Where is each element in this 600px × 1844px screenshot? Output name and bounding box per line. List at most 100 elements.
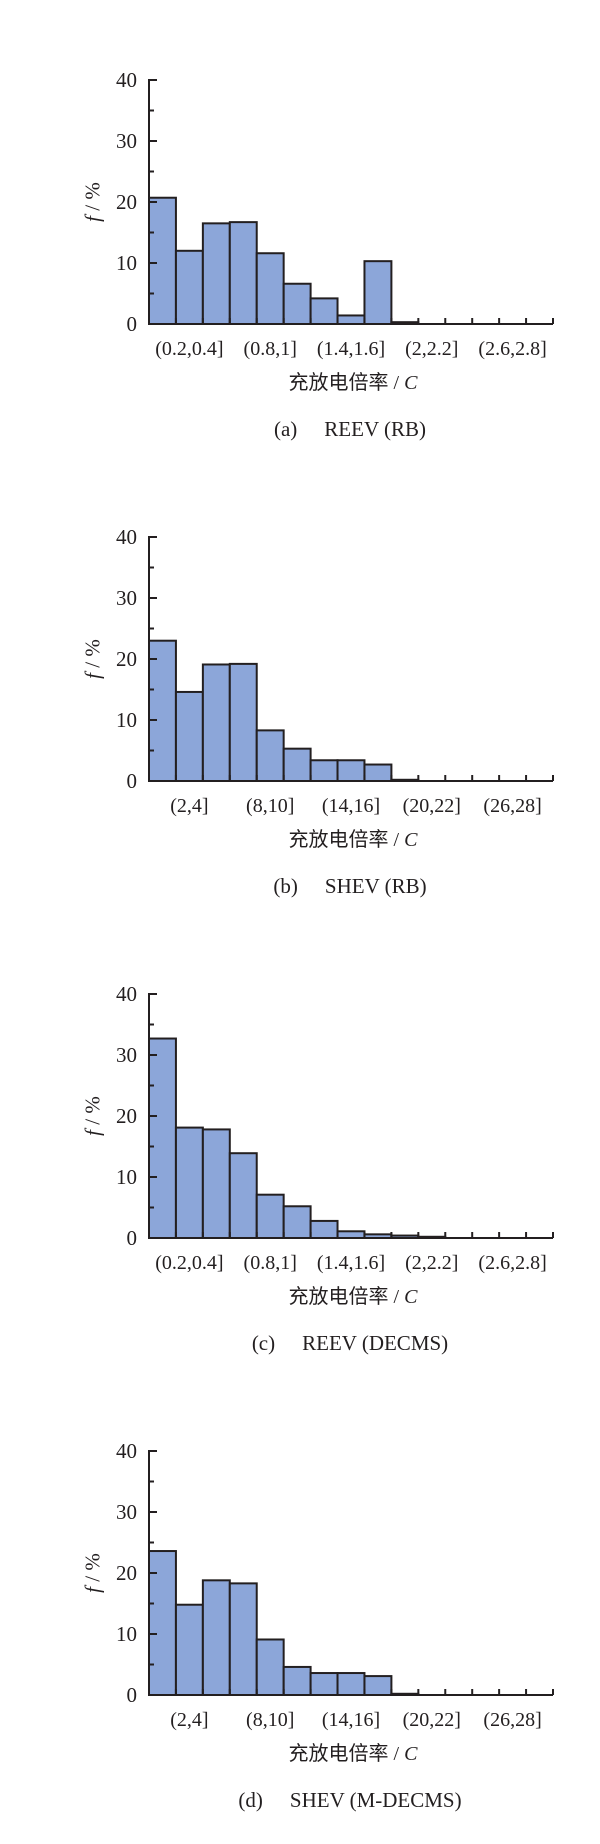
chart-caption-c: (c) REEV (DECMS) — [40, 1331, 600, 1356]
histogram-bar — [255, 252, 285, 326]
histogram-bar — [228, 1582, 258, 1696]
histogram-panel-d: 0 10 20 30 40 (2,4] (8,10] (14,16] (20,22] (26,28… — [40, 1387, 600, 1828]
x-tick-label: (26,28] — [483, 1709, 541, 1731]
y-tick-label: 40 — [116, 1439, 137, 1463]
histogram-panel-c: 0 10 20 30 40 (0.2,0.4] (0.8,1] (1.4,1.6] (2,2.2… — [40, 930, 600, 1371]
histogram-bar — [309, 297, 339, 326]
chart-caption-a: (a) REEV (RB) — [40, 417, 600, 442]
caption-title: SHEV (M-DECMS) — [289, 1788, 462, 1812]
histogram-bar — [363, 763, 393, 782]
histogram-bar — [282, 1205, 312, 1239]
y-tick-label: 10 — [116, 251, 137, 275]
caption-index: (d) — [238, 1788, 263, 1812]
histogram-bar — [336, 1230, 366, 1240]
histogram-bar — [363, 1675, 393, 1696]
histogram-bar — [282, 1665, 312, 1697]
histogram-panel-b: 0 10 20 30 40 (2,4] (8,10] (14,16] (20,22] (26,28… — [40, 473, 600, 914]
y-tick-label: 10 — [116, 1622, 137, 1646]
x-tick-label: (14,16] — [322, 795, 380, 817]
histogram-figure-stack: 0 10 20 30 40 (0.2,0.4] (0.8,1] (1.4,1.6] (2,2.2… — [0, 16, 600, 1828]
x-tick-label: (0.8,1] — [244, 338, 297, 360]
y-axis-title: f / % — [80, 1096, 104, 1136]
x-tick-label: (20,22] — [403, 1709, 461, 1731]
histogram-chart-b: 0 10 20 30 40 (2,4] (8,10] (14,16] (20,22] (26,28… — [80, 525, 554, 851]
y-tick-label: 20 — [116, 190, 137, 214]
x-axis-title: 充放电倍率 / C — [289, 1742, 419, 1765]
histogram-bar — [255, 1193, 285, 1240]
histogram-bar — [174, 249, 204, 325]
caption-title: SHEV (RB) — [324, 874, 427, 898]
y-tick-label: 40 — [116, 982, 137, 1006]
histogram-bar — [309, 1672, 339, 1697]
histogram-chart-d: 0 10 20 30 40 (2,4] (8,10] (14,16] (20,22] (26,28… — [80, 1439, 554, 1765]
caption-title: REEV (DECMS) — [302, 1331, 449, 1355]
histogram-bar — [336, 314, 366, 325]
x-tick-label: (20,22] — [403, 795, 461, 817]
histogram-bar — [228, 662, 258, 783]
histogram-chart-a: 0 10 20 30 40 (0.2,0.4] (0.8,1] (1.4,1.6] (2,2.2… — [80, 68, 554, 394]
y-tick-label: 30 — [116, 129, 137, 153]
x-tick-label: (0.2,0.4] — [155, 1252, 223, 1274]
y-tick-label: 20 — [116, 1104, 137, 1128]
histogram-bar — [282, 282, 312, 325]
y-tick-label: 10 — [116, 1165, 137, 1189]
x-axis-title: 充放电倍率 / C — [289, 1285, 419, 1308]
x-tick-label: (1.4,1.6] — [317, 1252, 385, 1274]
histogram-bar — [174, 1603, 204, 1696]
histogram-bar — [282, 747, 312, 783]
histogram-bar — [148, 196, 177, 325]
x-tick-label: (14,16] — [322, 1709, 380, 1731]
caption-index: (c) — [251, 1331, 276, 1355]
histogram-bar — [148, 639, 177, 782]
y-axis-title: f / % — [80, 639, 104, 679]
histogram-bar — [174, 690, 204, 782]
x-tick-label: (2,2.2] — [405, 338, 458, 360]
caption-index: (b) — [273, 874, 298, 898]
histogram-bar — [309, 1219, 339, 1240]
y-tick-label: 10 — [116, 708, 137, 732]
histogram-bar — [363, 260, 393, 325]
y-tick-label: 0 — [127, 312, 138, 336]
y-tick-label: 0 — [127, 769, 138, 793]
x-tick-label: (8,10] — [246, 795, 294, 817]
x-axis-title: 充放电倍率 / C — [289, 828, 419, 851]
histogram-bar — [255, 729, 285, 782]
y-tick-label: 30 — [116, 1043, 137, 1067]
x-tick-label: (2,4] — [170, 795, 208, 817]
y-tick-label: 40 — [116, 68, 137, 92]
y-tick-label: 0 — [127, 1683, 138, 1707]
caption-title: REEV (RB) — [324, 417, 426, 441]
x-tick-label: (2,2.2] — [405, 1252, 458, 1274]
y-axis-title: f / % — [80, 1553, 104, 1593]
x-tick-label: (2.6,2.8] — [478, 1252, 546, 1274]
histogram-panel-a: 0 10 20 30 40 (0.2,0.4] (0.8,1] (1.4,1.6] (2,2.2… — [40, 16, 600, 457]
histogram-bar — [228, 221, 258, 326]
caption-index: (a) — [273, 417, 298, 441]
histogram-bar — [336, 1672, 366, 1697]
x-tick-label: (2.6,2.8] — [478, 338, 546, 360]
histogram-bar — [201, 1579, 231, 1697]
x-tick-label: (26,28] — [483, 795, 541, 817]
y-tick-label: 40 — [116, 525, 137, 549]
histogram-bar — [336, 759, 366, 783]
x-tick-label: (2,4] — [170, 1709, 208, 1731]
histogram-bar — [201, 1128, 231, 1239]
histogram-bar — [201, 222, 231, 326]
y-tick-label: 0 — [127, 1226, 138, 1250]
histogram-bar — [309, 759, 339, 783]
x-tick-label: (0.8,1] — [244, 1252, 297, 1274]
y-tick-label: 30 — [116, 1500, 137, 1524]
histogram-bar — [174, 1126, 204, 1239]
y-tick-label: 30 — [116, 586, 137, 610]
x-axis-title: 充放电倍率 / C — [289, 371, 419, 394]
chart-caption-d: (d) SHEV (M-DECMS) — [40, 1788, 600, 1813]
histogram-bar — [201, 663, 231, 783]
histogram-bar — [255, 1638, 285, 1697]
y-tick-label: 20 — [116, 647, 137, 671]
y-tick-label: 20 — [116, 1561, 137, 1585]
histogram-bar — [228, 1152, 258, 1240]
y-axis-title: f / % — [80, 182, 104, 222]
x-tick-label: (0.2,0.4] — [155, 338, 223, 360]
x-tick-label: (1.4,1.6] — [317, 338, 385, 360]
chart-caption-b: (b) SHEV (RB) — [40, 874, 600, 899]
